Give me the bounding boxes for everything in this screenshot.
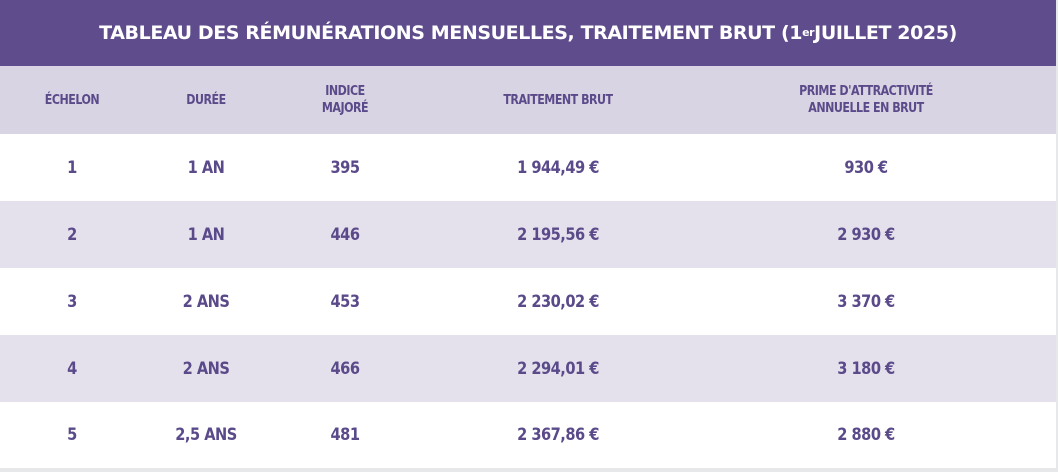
table-title: TABLEAU DES RÉMUNÉRATIONS MENSUELLES, TR… (0, 0, 1056, 66)
column-header-prime-line2: ANNUELLE EN BRUT (808, 100, 924, 116)
cell-indice: 395 (330, 157, 360, 178)
cell-prime: 3 370 € (837, 291, 895, 312)
cell-traitement: 2 230,02 € (517, 291, 599, 312)
cell-echelon: 5 (67, 425, 77, 445)
table-row: 5 2,5 ANS 481 2 367,86 € 2 880 € (0, 402, 1056, 468)
cell-echelon: 4 (67, 358, 77, 379)
table-row: 4 2 ANS 466 2 294,01 € 3 180 € (0, 335, 1056, 402)
cell-traitement: 2 294,01 € (517, 358, 599, 379)
cell-echelon: 1 (67, 157, 77, 178)
cell-prime: 930 € (844, 157, 888, 178)
cell-traitement: 2 367,86 € (517, 425, 599, 445)
table-header-row: ÉCHELON DURÉE INDICE MAJORÉ TRAITEMENT B… (0, 66, 1056, 134)
cell-traitement: 2 195,56 € (517, 224, 599, 245)
table-title-suffix: JUILLET 2025) (814, 22, 957, 44)
cell-indice: 446 (330, 224, 360, 245)
cell-echelon: 3 (67, 291, 77, 312)
cell-duree: 2 ANS (182, 291, 230, 312)
column-header-traitement: TRAITEMENT BRUT (503, 91, 613, 108)
column-header-duree: DURÉE (186, 91, 226, 108)
column-header-prime-line1: PRIME D'ATTRACTIVITÉ (799, 83, 933, 99)
column-header-indice-line1: INDICE (325, 83, 365, 99)
column-header-prime: PRIME D'ATTRACTIVITÉ ANNUELLE EN BRUT (768, 66, 965, 134)
cell-prime: 2 930 € (837, 224, 895, 245)
cell-echelon: 2 (67, 224, 77, 245)
cell-prime: 3 180 € (837, 358, 895, 379)
cell-prime: 2 880 € (837, 425, 895, 445)
column-header-indice: INDICE MAJORÉ (304, 66, 386, 134)
table-row: 2 1 AN 446 2 195,56 € 2 930 € (0, 201, 1056, 268)
table-title-main: TABLEAU DES RÉMUNÉRATIONS MENSUELLES, TR… (99, 22, 803, 44)
table-row: 1 1 AN 395 1 944,49 € 930 € (0, 134, 1056, 201)
cell-indice: 453 (330, 291, 360, 312)
column-header-indice-line2: MAJORÉ (321, 100, 369, 116)
cell-duree: 1 AN (187, 224, 225, 245)
cell-duree: 1 AN (187, 157, 225, 178)
cell-traitement: 1 944,49 € (517, 157, 599, 178)
cell-indice: 481 (330, 425, 360, 445)
column-header-echelon: ÉCHELON (44, 91, 100, 108)
table-row: 3 2 ANS 453 2 230,02 € 3 370 € (0, 268, 1056, 335)
cell-duree: 2,5 ANS (175, 425, 237, 445)
cell-indice: 466 (330, 358, 360, 379)
cell-duree: 2 ANS (182, 358, 230, 379)
